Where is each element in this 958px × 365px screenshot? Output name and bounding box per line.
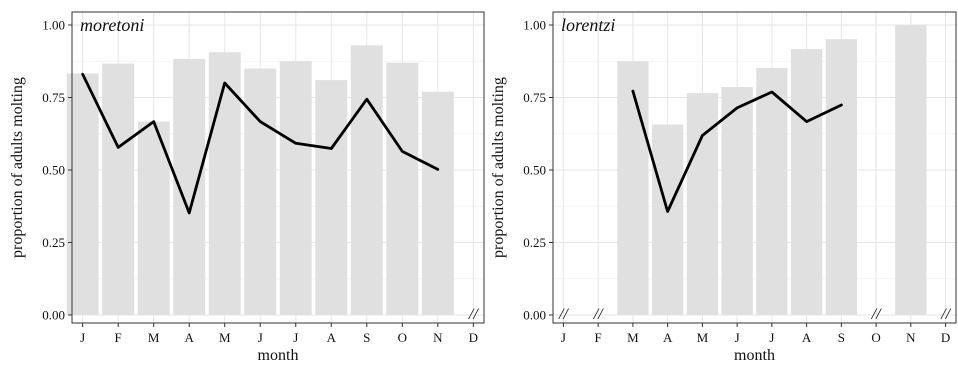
bar	[825, 39, 857, 316]
x-tick-label: A	[802, 330, 812, 345]
y-tick-label: 0.75	[42, 90, 65, 105]
bar	[895, 25, 927, 315]
bar	[617, 61, 649, 315]
bar	[208, 52, 241, 315]
y-tick-label: 0.75	[523, 90, 546, 105]
panel-border	[71, 11, 485, 324]
x-tick-label: M	[219, 330, 231, 345]
x-tick-label: M	[697, 330, 709, 345]
x-tick-label: O	[398, 330, 407, 345]
panel-moretoni: 0.00 0.25 0.50 0.75 1.00 J F M A M J J A S O N D // moreto…	[9, 11, 485, 364]
x-tick-label: F	[595, 330, 602, 345]
line-series	[631, 89, 843, 213]
y-tick-label: 0.25	[523, 235, 546, 250]
line-series	[81, 72, 440, 215]
bar	[756, 67, 788, 315]
bar	[790, 49, 823, 315]
y-tick-label: 0.00	[42, 308, 65, 323]
missing-data-marker: //	[468, 306, 479, 323]
y-tick-label: 0.25	[42, 235, 65, 250]
x-tick-label: F	[115, 330, 122, 345]
y-tick-label: 0.50	[42, 163, 65, 178]
bar	[315, 80, 348, 315]
y-tick-label: 0.00	[523, 308, 546, 323]
x-axis-title: month	[734, 347, 775, 364]
x-tick-label: D	[469, 330, 478, 345]
bar	[244, 68, 277, 315]
panel-title: lorentzi	[561, 15, 615, 35]
missing-data-marker: //	[558, 306, 569, 323]
x-axis-title: month	[258, 347, 299, 364]
bar	[421, 91, 454, 315]
x-tick-label: J	[769, 330, 774, 345]
bar	[721, 87, 753, 315]
x-tick-label: J	[293, 330, 298, 345]
x-tick-label: A	[327, 330, 337, 345]
x-tick-label: A	[663, 330, 673, 345]
bar	[66, 73, 99, 316]
x-tick-label: J	[561, 330, 566, 345]
bar	[686, 93, 719, 316]
x-tick-label: J	[80, 330, 85, 345]
x-tick-label: N	[906, 330, 916, 345]
x-tick-label: J	[735, 330, 740, 345]
bar	[350, 45, 383, 316]
x-tick-label: S	[363, 330, 370, 345]
x-tick-label: M	[627, 330, 639, 345]
bar	[652, 124, 684, 315]
panel-title: moretoni	[80, 15, 144, 35]
panel-border	[552, 11, 957, 324]
missing-data-marker: //	[940, 306, 951, 323]
x-tick-label: O	[871, 330, 880, 345]
y-axis-title: proportion of adults molting	[9, 77, 26, 258]
x-tick-label: J	[258, 330, 263, 345]
x-tick-label: M	[148, 330, 160, 345]
y-axis-title: proportion of adults molting	[490, 77, 507, 258]
bar	[386, 62, 419, 316]
panel-lorentzi: 0.00 0.25 0.50 0.75 1.00 J F M A M J J A S O N D // // // //…	[490, 11, 957, 364]
bar	[137, 121, 170, 315]
y-tick-label: 0.50	[523, 163, 546, 178]
y-tick-label: 1.00	[42, 18, 65, 33]
y-tick-label: 1.00	[523, 18, 546, 33]
x-tick-label: S	[838, 330, 845, 345]
x-tick-label: A	[185, 330, 195, 345]
bar	[102, 63, 135, 315]
missing-data-marker: //	[871, 306, 882, 323]
missing-data-marker: //	[593, 306, 604, 323]
x-tick-label: N	[433, 330, 443, 345]
bar	[279, 61, 312, 315]
x-tick-label: D	[941, 330, 950, 345]
